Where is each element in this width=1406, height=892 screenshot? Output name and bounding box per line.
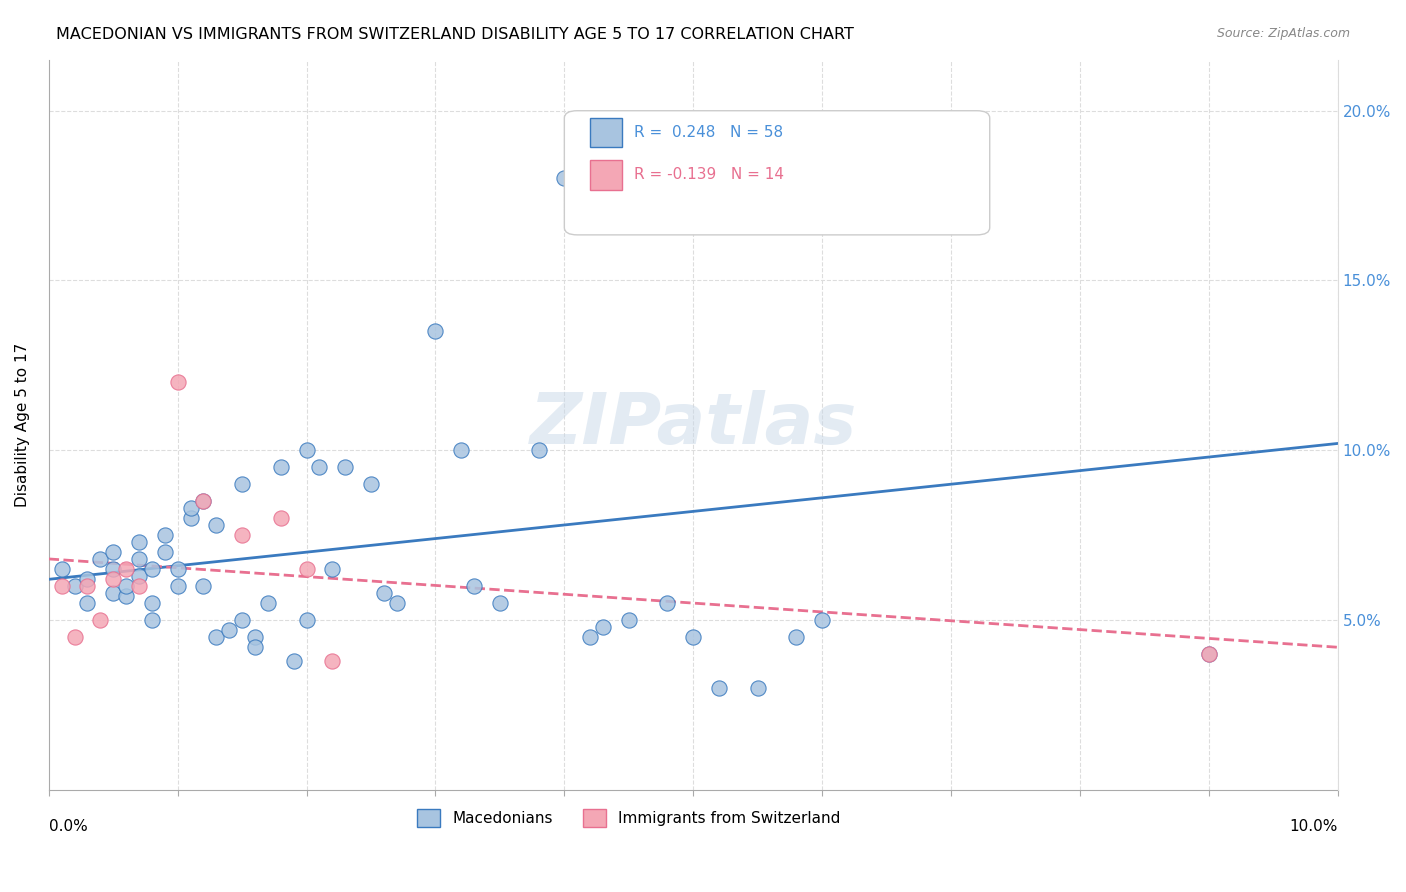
Point [243, 640, 266, 655]
Point [153, 528, 176, 542]
Point [89, 552, 111, 566]
Point [295, 562, 318, 576]
Point [617, 613, 640, 627]
Point [205, 518, 228, 533]
Point [193, 579, 215, 593]
Point [76, 572, 98, 586]
Point [1198, 647, 1220, 661]
Point [103, 586, 125, 600]
Text: MACEDONIAN VS IMMIGRANTS FROM SWITZERLAND DISABILITY AGE 5 TO 17 CORRELATION CHA: MACEDONIAN VS IMMIGRANTS FROM SWITZERLAN… [56, 27, 853, 42]
Point [592, 620, 614, 634]
Point [321, 654, 343, 668]
Point [373, 586, 395, 600]
Point [128, 579, 150, 593]
Point [128, 569, 150, 583]
Point [115, 590, 138, 604]
Text: R =  0.248   N = 58: R = 0.248 N = 58 [634, 125, 783, 140]
Point [103, 562, 125, 576]
Point [295, 613, 318, 627]
Point [270, 511, 292, 525]
Point [785, 630, 807, 644]
Point [527, 443, 550, 458]
Point [707, 681, 730, 695]
Point [360, 477, 382, 491]
FancyBboxPatch shape [564, 111, 990, 235]
Point [553, 171, 575, 186]
Point [103, 545, 125, 559]
Point [76, 596, 98, 610]
Point [243, 630, 266, 644]
Point [335, 460, 357, 475]
Point [270, 460, 292, 475]
Text: 0.0%: 0.0% [49, 819, 87, 834]
Point [51, 562, 73, 576]
Text: ZIPatlas: ZIPatlas [530, 391, 856, 459]
Text: R = -0.139   N = 14: R = -0.139 N = 14 [634, 168, 785, 183]
Point [231, 528, 253, 542]
Point [657, 596, 679, 610]
Point [141, 562, 163, 576]
Point [489, 596, 512, 610]
Point [425, 324, 447, 338]
Point [283, 654, 305, 668]
Y-axis label: Disability Age 5 to 17: Disability Age 5 to 17 [15, 343, 30, 507]
Point [128, 552, 150, 566]
Point [63, 579, 86, 593]
Point [166, 579, 188, 593]
Point [811, 613, 834, 627]
Point [166, 562, 188, 576]
Point [63, 630, 86, 644]
Point [51, 579, 73, 593]
Point [321, 562, 343, 576]
Point [218, 624, 240, 638]
Point [295, 443, 318, 458]
Point [193, 494, 215, 508]
FancyBboxPatch shape [591, 118, 623, 147]
Point [166, 376, 188, 390]
Point [747, 681, 769, 695]
Point [579, 630, 602, 644]
Point [1198, 647, 1220, 661]
Point [682, 630, 704, 644]
Point [153, 545, 176, 559]
Point [205, 630, 228, 644]
Point [193, 494, 215, 508]
Point [231, 477, 253, 491]
Point [141, 596, 163, 610]
Legend: Macedonians, Immigrants from Switzerland: Macedonians, Immigrants from Switzerland [411, 803, 846, 833]
Point [308, 460, 330, 475]
Point [141, 613, 163, 627]
Point [385, 596, 408, 610]
Point [257, 596, 280, 610]
Text: 10.0%: 10.0% [1289, 819, 1337, 834]
Point [450, 443, 472, 458]
Point [128, 535, 150, 549]
FancyBboxPatch shape [591, 161, 623, 190]
Point [463, 579, 485, 593]
Point [180, 500, 202, 515]
Point [76, 579, 98, 593]
Text: Source: ZipAtlas.com: Source: ZipAtlas.com [1216, 27, 1350, 40]
Point [115, 562, 138, 576]
Point [103, 572, 125, 586]
Point [89, 613, 111, 627]
Point [180, 511, 202, 525]
Point [231, 613, 253, 627]
Point [115, 579, 138, 593]
